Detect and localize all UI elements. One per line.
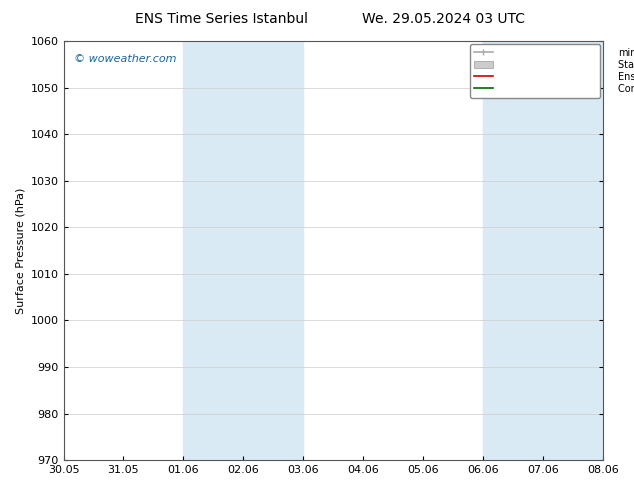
Text: We. 29.05.2024 03 UTC: We. 29.05.2024 03 UTC	[362, 12, 526, 26]
Text: ENS Time Series Istanbul: ENS Time Series Istanbul	[136, 12, 308, 26]
Bar	[183, 41, 303, 460]
Y-axis label: Surface Pressure (hPa): Surface Pressure (hPa)	[15, 187, 25, 314]
Bar	[483, 41, 603, 460]
Text: © woweather.com: © woweather.com	[74, 53, 177, 64]
Legend: min/max, Standard deviation, Ensemble mean run, Controll run: min/max, Standard deviation, Ensemble me…	[470, 44, 600, 98]
